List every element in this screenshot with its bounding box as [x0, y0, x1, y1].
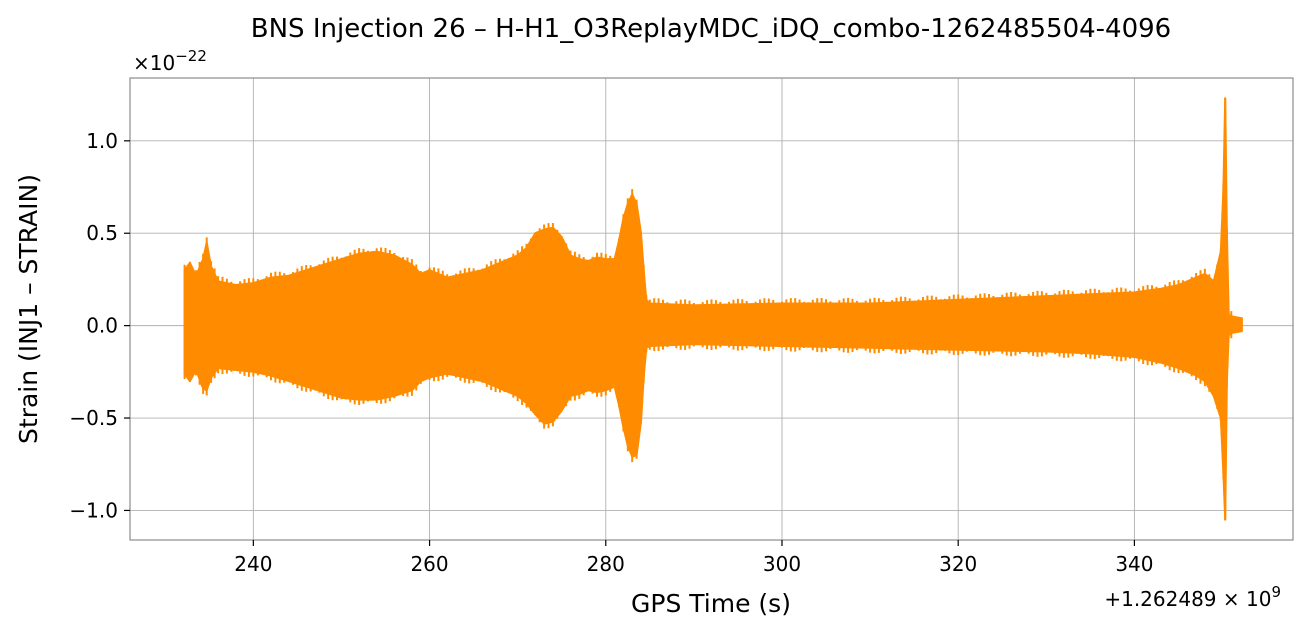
y-tick-label: 1.0 — [86, 129, 118, 153]
chart-title: BNS Injection 26 – H-H1_O3ReplayMDC_iDQ_… — [251, 14, 1171, 44]
y-scale-label: ×10−22 — [133, 47, 207, 75]
y-tick-label: −1.0 — [69, 498, 118, 522]
ticks: 240 260 280 300 320 340 −1.0 −0.5 0.0 0.5 1.0 — [69, 129, 1153, 576]
x-tick-label: 260 — [410, 552, 448, 576]
y-tick-label: 0.5 — [86, 221, 118, 245]
strain-series — [183, 97, 1243, 521]
x-axis-label: GPS Time (s) — [631, 589, 791, 618]
x-tick-label: 240 — [234, 552, 272, 576]
y-tick-label: −0.5 — [69, 406, 118, 430]
x-tick-label: 340 — [1115, 552, 1153, 576]
plot-frame — [129, 77, 1294, 541]
strain-texture — [183, 98, 1238, 520]
x-tick-label: 280 — [587, 552, 625, 576]
x-tick-label: 320 — [939, 552, 977, 576]
y-axis-label: Strain (INJ1 – STRAIN) — [14, 174, 43, 444]
y-tick-label: 0.0 — [86, 314, 118, 338]
x-offset-label: +1.262489 × 109 — [1104, 583, 1281, 611]
x-tick-label: 300 — [763, 552, 801, 576]
data-series — [183, 97, 1243, 521]
